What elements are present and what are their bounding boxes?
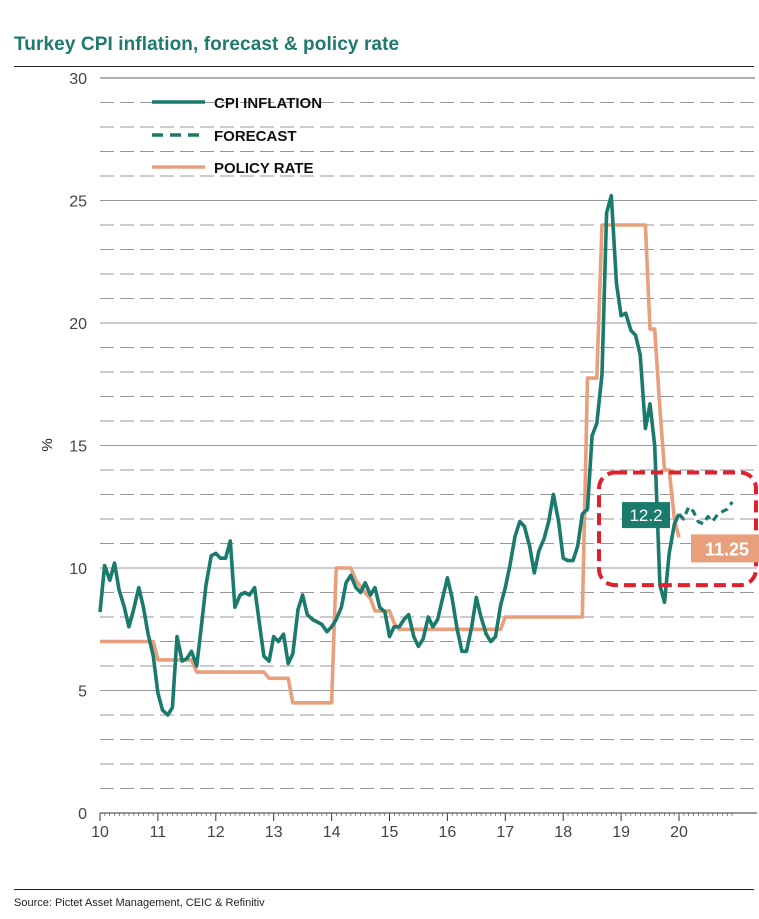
policy-value-label: 11.25 (705, 539, 749, 559)
x-tick-label: 16 (439, 824, 457, 841)
series-line-cpi-inflation (98, 193, 681, 717)
policy-value-label-bg (691, 534, 759, 563)
x-tick-label: 10 (91, 824, 109, 841)
y-tick-label: 15 (69, 439, 87, 456)
highlight-box (597, 470, 758, 588)
x-tick-label: 12 (207, 824, 225, 841)
y-tick-label: 30 (69, 71, 87, 88)
chart-title: Turkey CPI inflation, forecast & policy … (14, 34, 400, 55)
legend-label: CPI INFLATION (214, 95, 322, 112)
x-tick-label: 11 (150, 824, 167, 841)
footer-divider (14, 889, 754, 890)
y-axis-label: % (39, 438, 56, 451)
x-tick-label: 13 (265, 824, 283, 841)
y-tick-label: 0 (78, 806, 87, 823)
series-lines (98, 193, 734, 717)
legend-label: POLICY RATE (214, 160, 313, 177)
title-divider (14, 66, 754, 67)
grid-lines (100, 77, 757, 789)
x-tick-label: 18 (554, 824, 572, 841)
x-tick-label: 20 (670, 824, 688, 841)
annotations: 12.2 11.25 (597, 470, 759, 588)
cpi-value-label-bg (622, 502, 670, 529)
legend-label: FORECAST (214, 128, 297, 145)
axes: 10 11 12 13 14 15 16 17 18 19 20 0 5 10 15 20 25 30 (69, 71, 757, 841)
x-tick-label: 19 (612, 824, 630, 841)
x-tick-label: 15 (381, 824, 399, 841)
y-tick-label: 10 (69, 561, 87, 578)
series-line-forecast (677, 500, 734, 526)
legend: CPI INFLATION FORECAST POLICY RATE (152, 95, 322, 177)
y-tick-label: 25 (69, 194, 87, 211)
x-tick-label: 17 (496, 824, 514, 841)
cpi-value-label: 12.2 (629, 506, 662, 525)
y-tick-label: 5 (78, 684, 87, 701)
y-tick-label: 20 (69, 316, 87, 333)
series-line-policy-rate (100, 223, 681, 705)
x-tick-label: 14 (323, 824, 341, 841)
source-note: Source: Pictet Asset Management, CEIC & … (14, 897, 265, 909)
